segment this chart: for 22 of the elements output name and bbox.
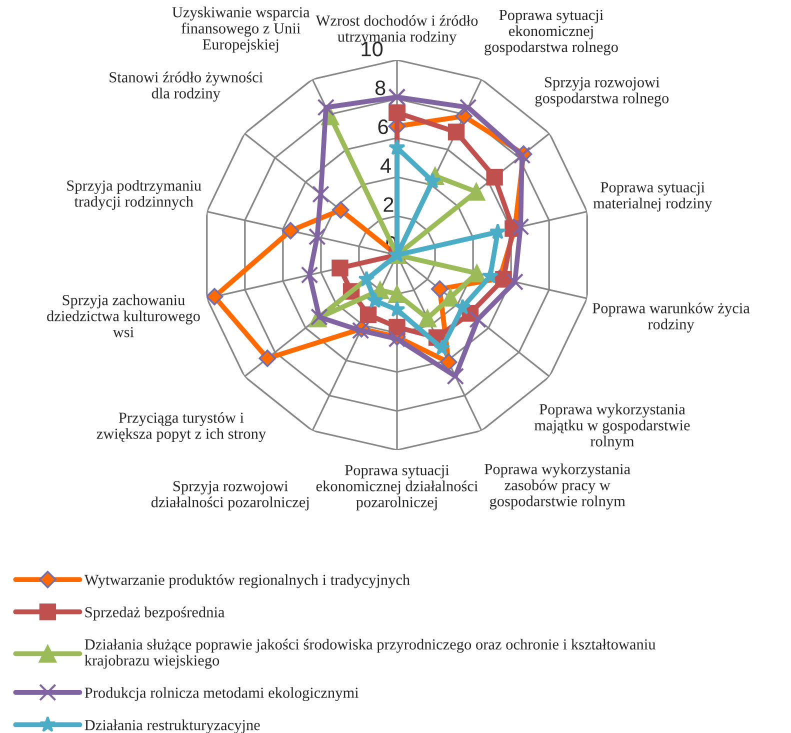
legend-label: Sprzedaż bezpośrednia [85, 606, 225, 620]
spoke-label: Stanowi źródło żywności dla rodziny [110, 72, 263, 102]
legend-label: Działania restrukturyzacyjne [84, 719, 260, 733]
y-tick-label: 6 [378, 119, 388, 134]
spoke-label: Poprawa warunków życia rodziny [592, 302, 750, 333]
spoke-label: Poprawa sytuacji materialnej rodziny [593, 182, 712, 212]
spoke-label: Poprawa wykorzystania majątku w gospodarstwie rolnym [534, 404, 690, 450]
spoke-label: Poprawa sytuacji ekonomicznej działalności pozarolniczej [316, 465, 478, 510]
spoke-label: Sprzyja zachowaniu dziedzictwa kulturowego wsi [47, 294, 200, 338]
spoke-label: Poprawa wykorzystania zasobów pracy w gospodarstwie rolnym [484, 464, 630, 510]
y-tick-label: 4 [380, 158, 391, 173]
legend-label: Wytwarzanie produktów regionalnych i tradycyjnych [84, 574, 410, 588]
spoke-label: Przyciąga turystów i zwiększa popyt z ich strony [96, 412, 266, 442]
y-tick-label: 8 [375, 80, 386, 96]
y-tick-label: 2 [384, 197, 394, 212]
spoke-label: Poprawa sytuacji ekonomicznej gospodarstwa rolnego [484, 10, 618, 56]
legend-label: Działania służące poprawie jakości środowiska przyrodniczego oraz ochronie i kształtowaniu krajobrazu wiejskiego [84, 638, 656, 669]
spoke-label: Sprzyja podtrzymaniu tradycji rodzinnych [67, 180, 202, 210]
spoke-label: Sprzyja rozwojowi działalności pozarolniczej [151, 481, 309, 510]
legend-label: Produkcja rolnicza metodami ekologicznymi [84, 687, 359, 702]
spoke-label: Uzyskiwanie wsparcia finansowego z Unii Europejskiej [172, 6, 310, 53]
spoke-label: Sprzyja rozwojowi gospodarstwa rolnego [535, 77, 669, 107]
